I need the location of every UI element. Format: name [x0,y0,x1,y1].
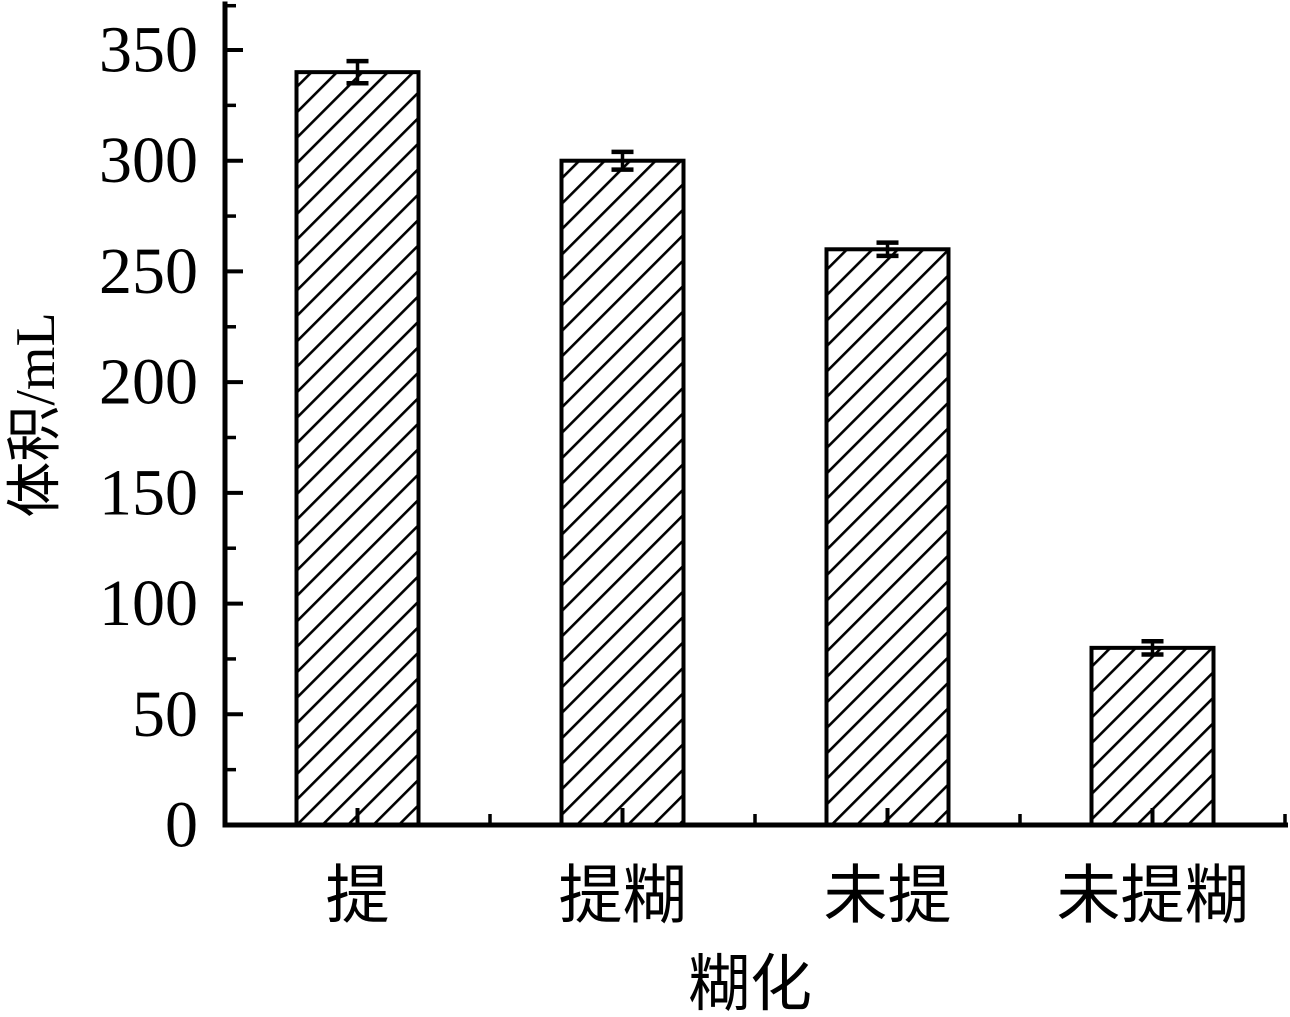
x-axis-title: 糊化 [688,951,812,1017]
error-bar-3 [876,240,899,259]
x-tick-label-4: 未提糊 [1057,861,1249,932]
y-tick-label-100: 100 [99,567,198,640]
x-tick-label-1: 提 [326,861,390,932]
error-bar-1 [346,58,369,86]
x-tick-label-2: 提糊 [559,861,687,932]
bar-2 [559,158,686,827]
bar-4 [1089,645,1216,827]
error-bar-2 [611,149,634,172]
y-tick-label-150: 150 [99,456,198,529]
bar-3 [824,247,951,828]
y-tick-label-0: 0 [165,789,198,862]
error-bars-group [346,58,1164,657]
y-tick-label-250: 250 [99,235,198,308]
bar-1 [294,70,421,827]
y-axis-ticks: 0 50 100 150 200 250 300 350 [99,3,243,862]
error-bar-4 [1141,638,1164,657]
y-tick-label-300: 300 [99,124,198,197]
y-axis-title: 体积/mL [5,312,67,517]
y-tick-label-350: 350 [99,14,198,87]
bars-group [294,70,1216,828]
x-axis-ticks: 提 提糊 未提 未提糊 [326,808,1287,932]
y-tick-label-200: 200 [99,346,198,419]
y-tick-label-50: 50 [132,678,198,751]
x-tick-label-3: 未提 [824,861,952,932]
